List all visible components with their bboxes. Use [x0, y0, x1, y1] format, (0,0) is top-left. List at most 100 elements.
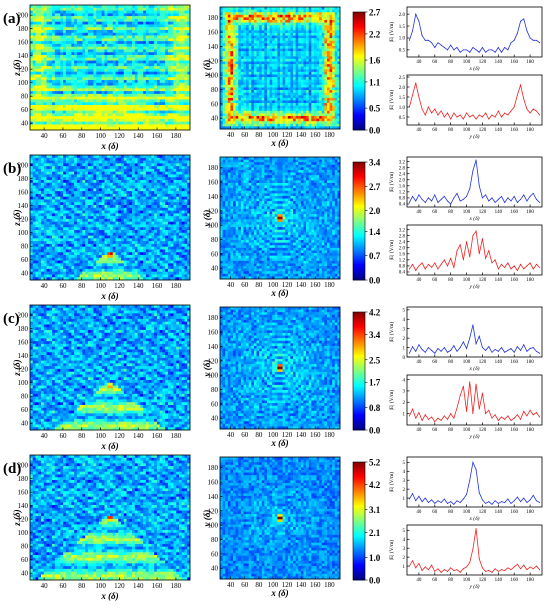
- heatmap-cell: [311, 95, 314, 98]
- heatmap-cell: [96, 52, 99, 55]
- heatmap-cell: [228, 80, 231, 83]
- heatmap-cell: [162, 66, 165, 69]
- heatmap-cell: [176, 33, 179, 36]
- heatmap-cell: [322, 59, 325, 62]
- heatmap-cell: [303, 23, 306, 26]
- heatmap-cell: [165, 13, 168, 16]
- heatmap-cell: [80, 55, 83, 58]
- heatmap-cell: [171, 108, 174, 111]
- heatmap-cell: [311, 17, 314, 20]
- heatmap-cell: [277, 77, 280, 80]
- heatmap-cell: [140, 80, 143, 83]
- heatmap-cell: [184, 77, 187, 80]
- heatmap-cell: [283, 69, 286, 72]
- heatmap-cell: [257, 49, 260, 52]
- heatmap-cell: [327, 116, 330, 119]
- heatmap-cell: [296, 17, 299, 20]
- heatmap-cell: [146, 91, 149, 94]
- heatmap-cell: [238, 54, 241, 57]
- heatmap-cell: [251, 30, 254, 33]
- heatmap-cell: [182, 88, 185, 91]
- heatmap-cell: [254, 36, 257, 39]
- heatmap-cell: [124, 69, 127, 72]
- heatmap-cell: [63, 94, 66, 97]
- heatmap-cell: [151, 122, 154, 125]
- heatmap-cell: [236, 30, 239, 33]
- heatmap-cell: [93, 36, 96, 39]
- heatmap-cell: [58, 33, 61, 36]
- heatmap-cell: [285, 116, 288, 119]
- heatmap-cell: [272, 33, 275, 36]
- heatmap-cell: [69, 83, 72, 86]
- heatmap-cell: [102, 22, 105, 25]
- heatmap-cell: [267, 80, 270, 83]
- heatmap-cell: [41, 8, 44, 11]
- heatmap-cell: [60, 83, 63, 86]
- heatmap-cell: [138, 38, 141, 41]
- heatmap-cell: [135, 77, 138, 80]
- heatmap-cell: [121, 97, 124, 100]
- heatmap-cell: [30, 63, 33, 66]
- heatmap-cell: [160, 91, 163, 94]
- heatmap-cell: [283, 77, 286, 80]
- heatmap-cell: [77, 13, 80, 16]
- heatmap-cell: [182, 119, 185, 122]
- heatmap-cell: [36, 27, 39, 30]
- heatmap-cell: [91, 99, 94, 102]
- heatmap-cell: [162, 30, 165, 33]
- heatmap-cell: [236, 119, 239, 122]
- heatmap-cell: [309, 119, 312, 122]
- heatmap-cell: [322, 30, 325, 33]
- heatmap-cell: [335, 62, 338, 65]
- heatmap-cell: [121, 36, 124, 39]
- heatmap-cell: [275, 69, 278, 72]
- heatmap-cell: [132, 91, 135, 94]
- heatmap-cell: [272, 46, 275, 49]
- heatmap-cell: [104, 44, 107, 47]
- heatmap-cell: [322, 87, 325, 90]
- heatmap-cell: [140, 86, 143, 89]
- heatmap-cell: [309, 95, 312, 98]
- heatmap-cell: [277, 54, 280, 57]
- heatmap-cell: [146, 66, 149, 69]
- heatmap-cell: [322, 124, 325, 127]
- heatmap-cell: [160, 69, 163, 72]
- heatmap-cell: [303, 119, 306, 122]
- heatmap-cell: [138, 69, 141, 72]
- heatmap-cell: [88, 49, 91, 52]
- heatmap-cell: [262, 93, 265, 96]
- heatmap-cell: [129, 58, 132, 61]
- heatmap-cell: [77, 105, 80, 108]
- heatmap-cell: [272, 121, 275, 124]
- heatmap-cell: [246, 23, 249, 26]
- heatmap-cell: [309, 77, 312, 80]
- heatmap-cell: [327, 67, 330, 70]
- heatmap-cell: [277, 85, 280, 88]
- heatmap-cell: [49, 22, 52, 25]
- heatmap-cell: [220, 15, 223, 18]
- heatmap-cell: [179, 11, 182, 14]
- heatmap-cell: [102, 33, 105, 36]
- heatmap-cell: [154, 38, 157, 41]
- heatmap-cell: [49, 44, 52, 47]
- heatmap-cell: [243, 98, 246, 101]
- heatmap-cell: [327, 36, 330, 39]
- heatmap-cell: [264, 67, 267, 70]
- profile-point: [498, 47, 499, 48]
- heatmap-cell: [303, 93, 306, 96]
- heatmap-cell: [223, 85, 226, 88]
- heatmap-cell: [162, 116, 165, 119]
- heatmap-cell: [66, 55, 69, 58]
- heatmap-cell: [44, 47, 47, 50]
- heatmap-cell: [303, 85, 306, 88]
- heatmap-cell: [138, 63, 141, 66]
- heatmap-cell: [157, 49, 160, 52]
- heatmap-cell: [47, 11, 50, 14]
- heatmap-cell: [241, 121, 244, 124]
- heatmap-cell: [107, 66, 110, 69]
- heatmap-cell: [118, 69, 121, 72]
- heatmap-cell: [301, 46, 304, 49]
- heatmap-cell: [80, 69, 83, 72]
- heatmap-cell: [82, 69, 85, 72]
- heatmap-cell: [288, 74, 291, 77]
